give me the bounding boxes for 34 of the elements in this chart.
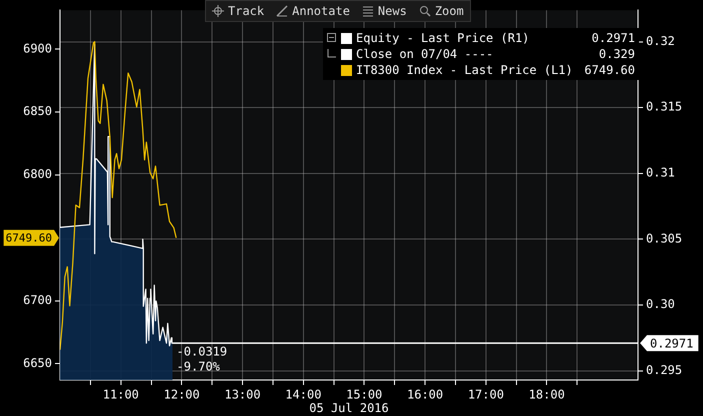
annotation: Zoom bbox=[434, 4, 464, 18]
y-tick-label: 6800 bbox=[23, 167, 52, 182]
annotation: -0.0319 bbox=[176, 344, 228, 358]
y-tick-label: 6900 bbox=[23, 41, 52, 56]
x-tick-label: 15:00 bbox=[346, 387, 382, 402]
text: 6749.60 bbox=[6, 232, 52, 245]
x-axis-title: 05 Jul 2016 bbox=[309, 400, 389, 415]
annotation: Annotate bbox=[292, 4, 350, 18]
annotation: 0.329 bbox=[598, 46, 635, 62]
y2-tick-label: 0.295 bbox=[646, 362, 682, 377]
y-tick-label: 6700 bbox=[23, 292, 52, 307]
annotation: News bbox=[378, 4, 407, 18]
ref-line-label: 0.2971 bbox=[650, 336, 694, 350]
y2-tick-label: 0.32 bbox=[646, 34, 675, 48]
x-tick-label: 17:00 bbox=[468, 387, 504, 402]
x-tick-label: 11:00 bbox=[102, 387, 139, 402]
x-tick-label: 13:00 bbox=[224, 387, 261, 402]
annotation: -9.70% bbox=[176, 359, 221, 374]
y2-tick-label: 0.31 bbox=[646, 166, 675, 180]
x-tick-label: 12:00 bbox=[164, 387, 200, 402]
annotation: 0.2971 bbox=[592, 30, 635, 46]
legend-label: IT8300 Index - Last Price (L1) bbox=[356, 62, 573, 78]
annotation: Close on 07/04 ---- bbox=[356, 46, 494, 62]
y2-tick-label: 0.30 bbox=[646, 297, 675, 312]
annotation: Track bbox=[228, 4, 264, 18]
annotation: 6749.60 bbox=[584, 62, 635, 78]
x-tick-label: 16:00 bbox=[406, 387, 444, 402]
x-tick-label: 14:00 bbox=[285, 387, 322, 402]
y-tick-label: 6650 bbox=[23, 356, 52, 370]
y2-tick-label: 0.315 bbox=[646, 100, 682, 114]
legend-label: Equity - Last Price (R1) bbox=[356, 30, 530, 46]
y-tick-label: 6850 bbox=[23, 104, 52, 118]
x-tick-label: 18:00 bbox=[528, 387, 565, 402]
y2-tick-label: 0.305 bbox=[646, 231, 682, 246]
